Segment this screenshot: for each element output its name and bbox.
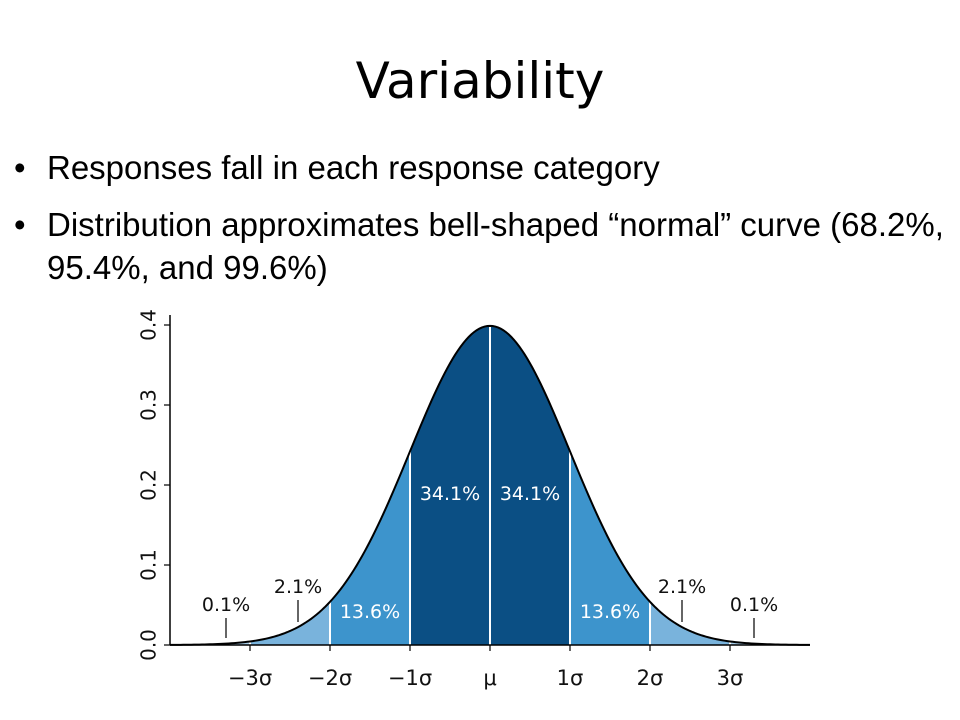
- pct-label-34-left: 34.1%: [420, 483, 480, 505]
- y-tick-label: 0.4: [137, 309, 161, 341]
- x-tick-label: 3σ: [717, 666, 744, 690]
- bullet-item: • Distribution approximates bell-shaped …: [14, 203, 944, 289]
- bullet-text: Distribution approximates bell-shaped “n…: [47, 206, 944, 286]
- band-area-4: [250, 601, 330, 645]
- density-curve: [169, 324, 811, 646]
- y-tick-label: 0.3: [137, 389, 161, 421]
- normal-distribution-chart: 0.0 0.1 0.2 0.3 0.4 −3σ −2σ −1σ μ 1σ 2σ 3σ 34.1% 34.1…: [120, 300, 820, 720]
- slide-title: Variability: [355, 52, 605, 110]
- pct-label-2-right: 2.1%: [658, 576, 706, 598]
- x-tick-label: −2σ: [308, 666, 352, 690]
- bullet-dot: •: [14, 206, 26, 243]
- bullet-text: Responses fall in each response category: [47, 149, 660, 186]
- pct-label-13-right: 13.6%: [580, 601, 640, 623]
- pct-label-0-left: 0.1%: [202, 594, 250, 616]
- band-area-5: [650, 601, 730, 645]
- y-tick-label: 0.1: [137, 549, 161, 581]
- x-tick-label: −3σ: [228, 666, 272, 690]
- pct-label-0-right: 0.1%: [730, 594, 778, 616]
- x-tick-label: μ: [483, 666, 496, 690]
- x-tick-label: 2σ: [637, 666, 664, 690]
- bullet-dot: •: [14, 149, 26, 186]
- bullet-list: • Responses fall in each response catego…: [14, 146, 944, 303]
- pct-label-2-left: 2.1%: [274, 576, 322, 598]
- y-tick-label: 0.0: [137, 629, 161, 661]
- x-tick-label: −1σ: [388, 666, 432, 690]
- pct-label-13-left: 13.6%: [340, 601, 400, 623]
- bullet-item: • Responses fall in each response catego…: [14, 146, 944, 189]
- chart-svg: 0.0 0.1 0.2 0.3 0.4 −3σ −2σ −1σ μ 1σ 2σ 3σ 34.1% 34.1…: [137, 309, 811, 690]
- pct-label-34-right: 34.1%: [500, 483, 560, 505]
- x-tick-label: 1σ: [557, 666, 584, 690]
- y-tick-label: 0.2: [137, 469, 161, 501]
